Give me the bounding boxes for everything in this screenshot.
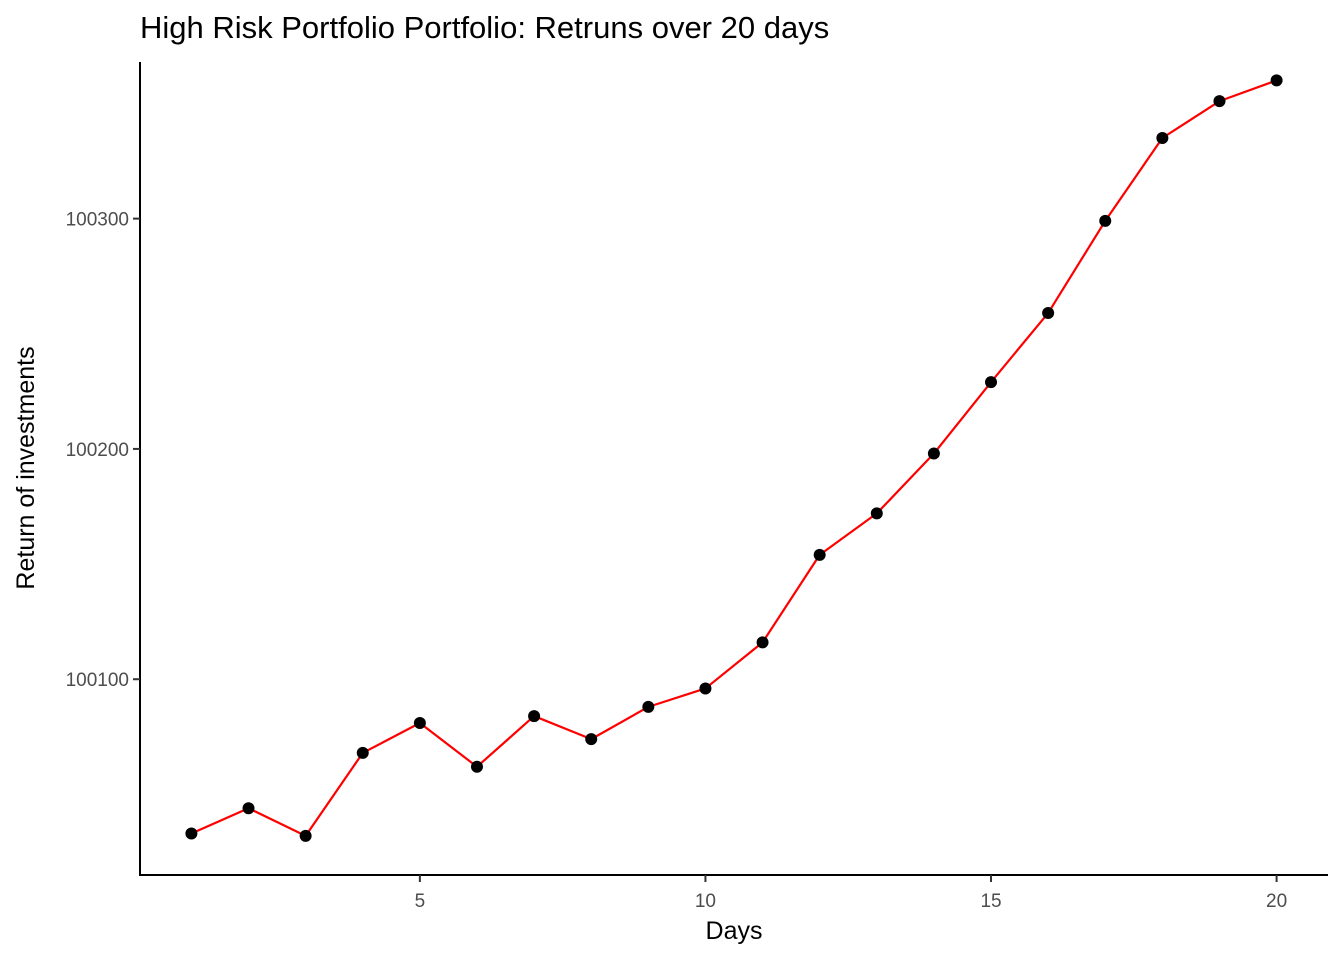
y-axis-title: Return of investments	[12, 346, 40, 589]
y-tick-label: 100100	[66, 670, 129, 691]
y-axis-ticks: 100100 100200 100300	[66, 210, 140, 691]
data-point	[1042, 307, 1055, 320]
points-layer	[185, 74, 1283, 842]
x-axis-title: Days	[706, 917, 763, 945]
data-point	[699, 682, 712, 695]
x-axis-ticks: 5 10 15 20	[415, 875, 1287, 912]
x-tick-label: 15	[980, 891, 1001, 912]
data-point	[470, 760, 483, 773]
data-point	[1099, 214, 1112, 227]
x-tick-label: 5	[415, 891, 426, 912]
data-point	[299, 829, 312, 842]
chart-title: High Risk Portfolio Portfolio: Retruns o…	[140, 10, 829, 45]
data-point	[1213, 95, 1226, 108]
data-point	[927, 447, 940, 460]
data-point	[870, 507, 883, 520]
y-tick-label: 100200	[66, 440, 129, 461]
data-point	[985, 376, 998, 389]
x-tick-label: 20	[1266, 891, 1287, 912]
data-point	[585, 733, 598, 746]
series-layer	[190, 79, 1277, 837]
data-point	[813, 548, 826, 561]
data-point	[756, 636, 769, 649]
data-point	[413, 716, 426, 729]
data-point	[185, 827, 198, 840]
data-point	[242, 802, 255, 815]
data-point	[642, 700, 655, 713]
data-point	[1270, 74, 1283, 87]
data-point	[1156, 132, 1169, 144]
y-tick-label: 100300	[66, 210, 129, 231]
x-tick-label: 10	[695, 891, 716, 912]
series-line	[190, 79, 1277, 837]
data-point	[528, 710, 541, 723]
data-point	[356, 746, 369, 759]
